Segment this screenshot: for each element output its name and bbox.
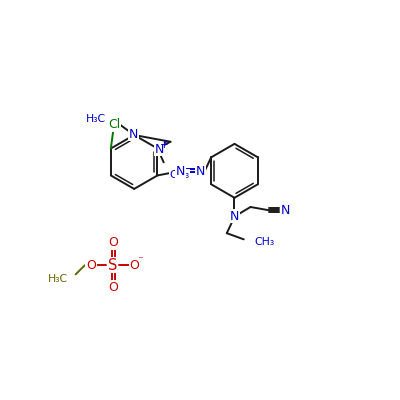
Text: N: N <box>281 204 290 217</box>
Text: N: N <box>196 165 205 178</box>
Text: N: N <box>230 210 239 223</box>
Text: O: O <box>129 259 139 272</box>
Text: ⁻: ⁻ <box>137 256 143 266</box>
Text: O: O <box>108 236 118 249</box>
Text: O: O <box>86 259 96 272</box>
Text: N: N <box>129 128 138 141</box>
Text: N: N <box>154 143 164 156</box>
Text: CH₃: CH₃ <box>254 238 275 248</box>
Text: N: N <box>176 165 185 178</box>
Text: H₃C: H₃C <box>86 114 106 124</box>
Text: Cl: Cl <box>108 118 120 131</box>
Text: S: S <box>108 258 117 273</box>
Text: +: + <box>160 140 169 150</box>
Text: CH₃: CH₃ <box>170 170 190 180</box>
Text: H₃C: H₃C <box>48 274 68 284</box>
Text: O: O <box>108 281 118 294</box>
